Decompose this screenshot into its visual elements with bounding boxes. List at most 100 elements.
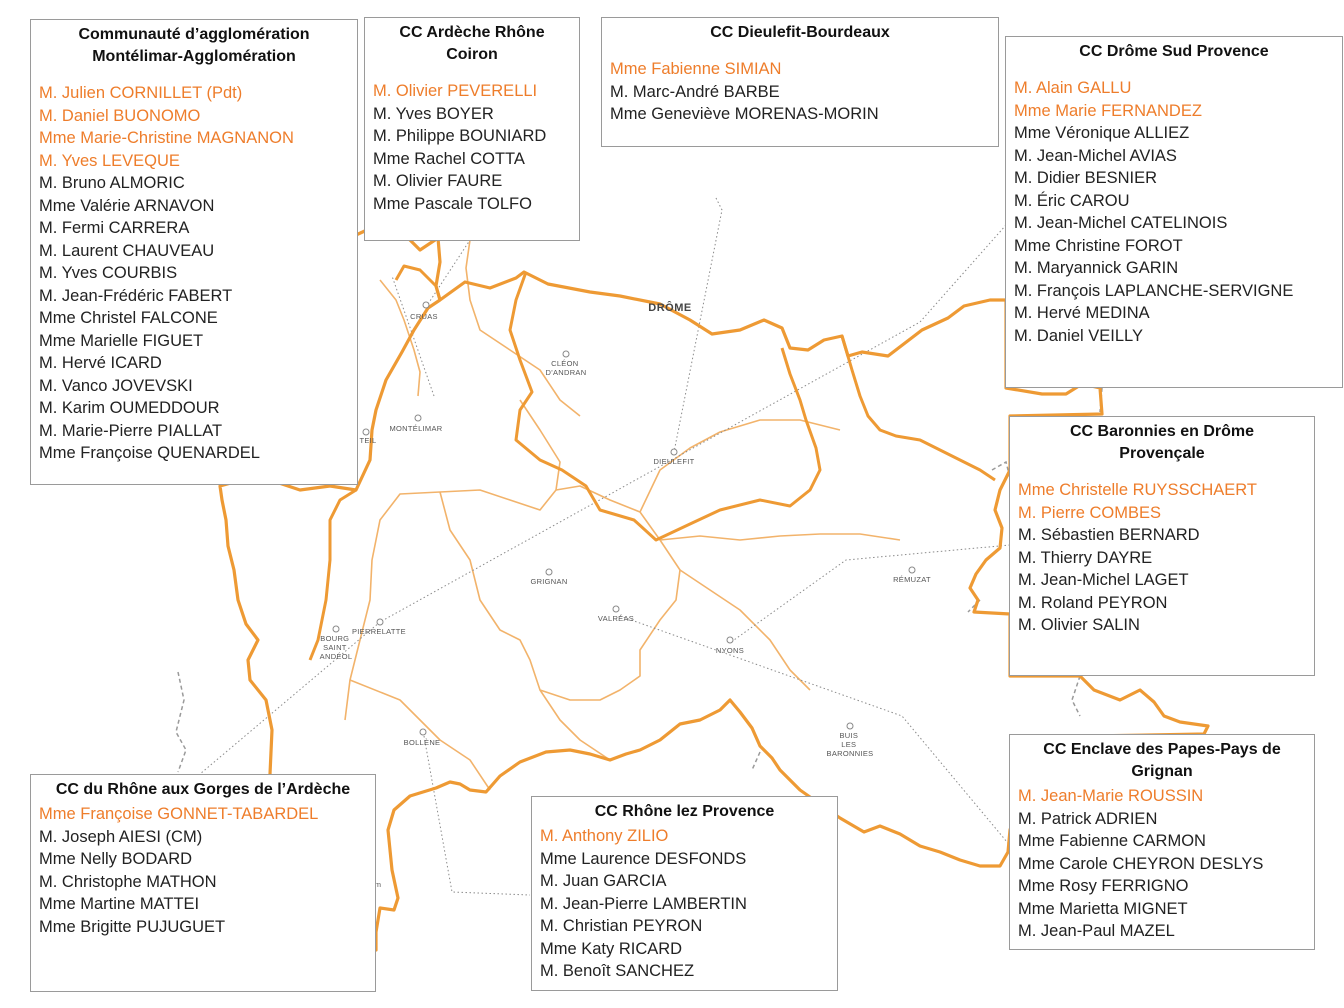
box-title: CC Baronnies en Drôme Provençale — [1069, 423, 1255, 462]
member: M. Éric CAROU — [1014, 191, 1130, 210]
member: Mme Valérie ARNAVON — [39, 196, 215, 215]
member: M. Benoît SANCHEZ — [540, 962, 695, 980]
member-lead: M. Olivier PEVERELLI — [373, 82, 538, 100]
member: Mme Brigitte PUJUGUET — [39, 917, 226, 936]
member: M. Christian PEYRON — [540, 917, 703, 935]
member: M. Didier BESNIER — [1014, 169, 1158, 187]
member: M. Patrick ADRIEN — [1018, 809, 1158, 828]
member-lead: Mme Christelle RUYSSCHAERT — [1018, 481, 1257, 499]
member: Mme Christel FALCONE — [39, 309, 218, 327]
member: Mme Marietta MIGNET — [1018, 899, 1188, 918]
member: M. Jean-Michel LAGET — [1018, 571, 1189, 589]
member: M. Bruno ALMORIC — [39, 174, 185, 192]
box-title: Communauté d’agglomération Montélimar-Ag… — [78, 26, 310, 65]
member-lead: Mme Marie FERNANDEZ — [1014, 101, 1202, 120]
member: Mme Martine MATTEI — [39, 895, 200, 913]
member-lead: M. Julien CORNILLET (Pdt) — [39, 84, 243, 102]
town-label: CRUAS — [410, 312, 438, 321]
town-marker — [908, 566, 916, 574]
member: M. Fermi CARRERA — [39, 219, 190, 237]
member: Mme Marielle FIGUET — [39, 331, 204, 350]
town-label: BOURG SAINT ANDÉOL — [320, 634, 353, 661]
town-label: NYONS — [716, 646, 744, 655]
member-lead: M. Daniel BUONOMO — [39, 106, 201, 125]
member: M. François LAPLANCHE-SERVIGNE — [1014, 281, 1294, 300]
member: Mme Laurence DESFONDS — [540, 849, 747, 868]
town-label: GRIGNAN — [530, 577, 567, 586]
town-marker — [612, 605, 620, 613]
town-marker — [422, 301, 430, 309]
box-dieulefit-bourdeaux: CC Dieulefit-Bourdeaux Mme Fabienne SIMI… — [601, 17, 999, 147]
town-label: TEIL — [359, 436, 376, 445]
member-list: M. Olivier PEVERELLI M. Yves BOYER M. Phil… — [373, 80, 571, 215]
west-border — [308, 264, 442, 661]
member-list: M. Anthony ZILIO Mme Laurence DESFONDS M. … — [540, 825, 829, 983]
town-marker — [376, 618, 384, 626]
town-marker — [670, 448, 678, 456]
member: Mme Christine FOROT — [1014, 236, 1183, 255]
member: M. Olivier SALIN — [1018, 616, 1140, 634]
member: M. Juan GARCIA — [540, 872, 667, 890]
town-marker — [362, 428, 370, 436]
town-label: VALRÉAS — [598, 614, 634, 623]
member: M. Jean-Frédéric FABERT — [39, 286, 233, 305]
member-lead: Mme Marie-Christine MAGNANON — [39, 129, 294, 147]
member: Mme Rachel COTTA — [373, 149, 525, 168]
town-marker — [726, 636, 734, 644]
box-drome-sud-provence: CC Drôme Sud Provence M. Alain GALLU Mme … — [1005, 36, 1343, 388]
member-list: Mme Françoise GONNET-TABARDEL M. Joseph A… — [39, 803, 367, 938]
town-marker — [414, 414, 422, 422]
member: M. Yves COURBIS — [39, 264, 178, 282]
member: M. Marie-Pierre PIALLAT — [39, 421, 223, 440]
member: M. Hervé ICARD — [39, 354, 162, 372]
box-title: CC Drôme Sud Provence — [1079, 43, 1269, 60]
town-label: BUIS LES BARONNIES — [827, 731, 874, 758]
town-label: PIERRELATTE — [352, 627, 406, 636]
town-label: CLÉON D'ANDRAN — [546, 359, 587, 377]
town-marker — [562, 350, 570, 358]
member-list: M. Julien CORNILLET (Pdt) M. Daniel BUONO… — [39, 82, 349, 465]
member: M. Roland PEYRON — [1018, 593, 1168, 612]
member-lead: M. Anthony ZILIO — [540, 827, 669, 845]
town-label: RÉMUZAT — [893, 575, 931, 584]
box-montelimar: Communauté d’agglomération Montélimar-Ag… — [30, 19, 358, 485]
member: Mme Pascale TOLFO — [373, 194, 532, 213]
box-title: CC Dieulefit-Bourdeaux — [710, 24, 890, 41]
member: M. Jean-Pierre LAMBERTIN — [540, 894, 747, 913]
member-lead: M. Pierre COMBES — [1018, 503, 1162, 522]
town-label: BOLLÈNE — [404, 738, 441, 747]
member-lead: M. Yves LEVEQUE — [39, 151, 180, 170]
member: M. Vanco JOVEVSKI — [39, 376, 193, 395]
member: M. Christophe MATHON — [39, 872, 217, 891]
member: M. Jean-Paul MAZEL — [1018, 922, 1175, 940]
town-label: MONTÉLIMAR — [389, 424, 442, 433]
member: M. Thierry DAYRE — [1018, 548, 1153, 567]
box-rhone-gorges-ardeche: CC du Rhône aux Gorges de l’Ardèche Mme … — [30, 774, 376, 992]
member: Mme Rosy FERRIGNO — [1018, 877, 1189, 895]
member-list: Mme Christelle RUYSSCHAERT M. Pierre COMB… — [1018, 479, 1306, 637]
region-label: DRÔME — [648, 301, 691, 314]
box-ardeche-rhone-coiron: CC Ardèche Rhône Coiron M. Olivier PEVER… — [364, 17, 580, 241]
box-title: CC Rhône lez Provence — [594, 803, 775, 820]
member: Mme Véronique ALLIEZ — [1014, 124, 1190, 142]
member: M. Philippe BOUNIARD — [373, 127, 547, 145]
department-border — [218, 222, 1210, 952]
town-marker — [545, 568, 553, 576]
member: M. Maryannick GARIN — [1014, 259, 1179, 277]
department-border-inner — [508, 271, 822, 542]
box-baronnies: CC Baronnies en Drôme Provençale Mme Chr… — [1009, 416, 1315, 676]
town-label: DIEULEFIT — [653, 457, 694, 466]
town-marker — [332, 625, 340, 633]
town-markers: CRUAS CLÉON D'ANDRAN MONTÉLIMAR TEIL DIEULEF… — [320, 301, 931, 758]
member-list: Mme Fabienne SIMIAN M. Marc-André BARBE Mm… — [610, 58, 990, 126]
east-lobe — [840, 335, 996, 482]
town-marker — [846, 722, 854, 730]
member: Mme Katy RICARD — [540, 939, 683, 958]
member-lead: M. Alain GALLU — [1014, 79, 1132, 97]
member: M. Marc-André BARBE — [610, 82, 780, 101]
member: M. Sébastien BERNARD — [1018, 526, 1200, 544]
member: M. Karim OUMEDDOUR — [39, 399, 220, 417]
member-lead: M. Jean-Marie ROUSSIN — [1018, 787, 1204, 805]
member: Mme Fabienne CARMON — [1018, 832, 1206, 850]
box-title: CC Ardèche Rhône Coiron — [399, 24, 545, 63]
